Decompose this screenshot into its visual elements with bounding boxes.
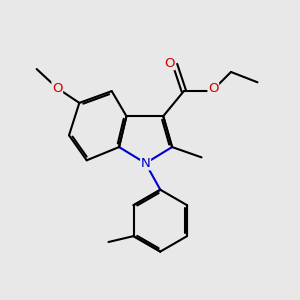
Text: O: O (208, 82, 219, 95)
Text: O: O (164, 57, 175, 70)
Text: O: O (52, 82, 62, 95)
Text: N: N (141, 157, 151, 170)
